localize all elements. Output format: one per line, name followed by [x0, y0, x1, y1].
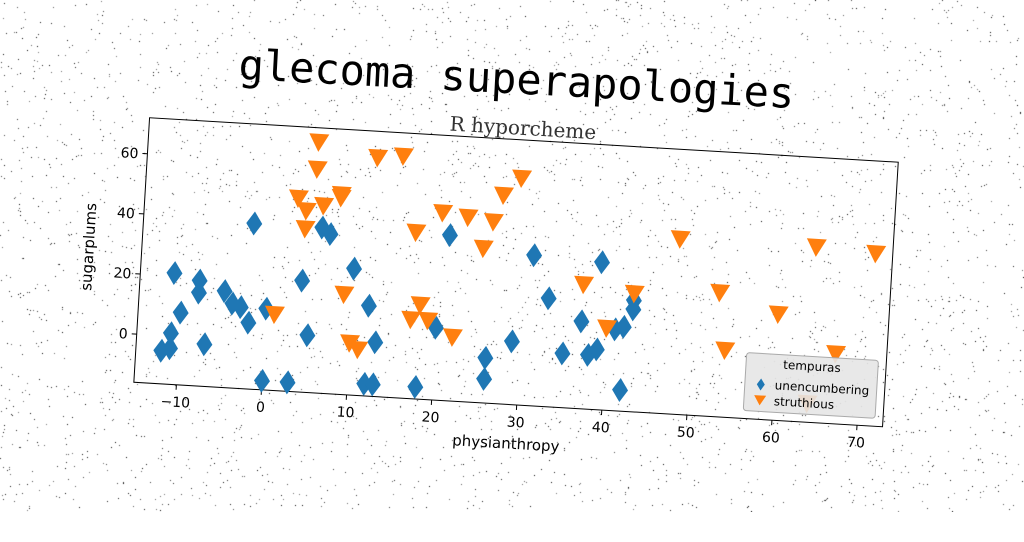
data-point-triangle: [768, 305, 789, 324]
data-point-diamond: [367, 330, 384, 355]
data-point-triangle: [442, 328, 463, 347]
data-point-triangle: [295, 220, 316, 239]
data-point-triangle: [714, 341, 735, 360]
data-point-triangle: [709, 284, 730, 303]
data-point-triangle: [473, 240, 494, 259]
data-point-triangle: [865, 245, 886, 264]
data-point-diamond: [573, 309, 590, 334]
data-point-triangle: [308, 133, 329, 152]
data-point-diamond: [540, 286, 557, 311]
x-tick-label: 0: [255, 400, 265, 417]
x-tick-label: 40: [591, 420, 610, 437]
data-point-diamond: [441, 223, 458, 248]
data-point-triangle: [573, 276, 594, 295]
y-tick-label: 0: [118, 326, 128, 343]
data-point-diamond: [525, 243, 542, 268]
x-tick-label: 60: [761, 430, 780, 447]
data-point-triangle: [367, 149, 388, 168]
data-point-diamond: [293, 268, 310, 293]
data-point-triangle: [296, 202, 317, 221]
y-tick-label: 40: [117, 205, 136, 222]
data-point-diamond: [360, 293, 377, 318]
data-point-diamond: [477, 345, 494, 370]
data-point-triangle: [393, 147, 414, 166]
data-point-triangle: [333, 286, 354, 305]
data-point-triangle: [670, 230, 691, 249]
data-point-triangle: [483, 213, 504, 232]
data-point-diamond: [166, 261, 183, 286]
x-tick-label: 50: [676, 425, 695, 442]
data-point-triangle: [511, 169, 532, 188]
data-point-diamond: [503, 329, 520, 354]
data-point-diamond: [196, 332, 213, 357]
data-point-triangle: [493, 186, 514, 205]
data-point-triangle: [405, 224, 426, 243]
x-tick-label: 20: [421, 409, 440, 426]
data-point-triangle: [458, 209, 479, 228]
y-tick-label: 20: [113, 265, 132, 282]
data-point-diamond: [593, 250, 610, 275]
data-point-diamond: [172, 300, 189, 325]
data-point-diamond: [162, 321, 179, 346]
x-axis-label: physianthropy: [452, 431, 560, 455]
data-point-diamond: [407, 374, 424, 399]
data-point-triangle: [307, 160, 328, 179]
x-tick-label: 30: [506, 414, 525, 431]
data-point-triangle: [806, 238, 827, 257]
data-point-triangle: [432, 204, 453, 223]
x-tick-label: 70: [847, 435, 866, 452]
data-point-diamond: [345, 256, 362, 281]
y-axis-label: sugarplums: [77, 202, 100, 291]
data-point-diamond: [554, 341, 571, 366]
data-point-triangle: [313, 197, 334, 216]
data-point-diamond: [299, 323, 316, 348]
data-point-diamond: [246, 211, 263, 236]
x-tick-label: 10: [336, 404, 355, 421]
data-point-diamond: [611, 378, 628, 403]
y-tick-label: 60: [120, 145, 139, 162]
data-point-diamond: [475, 366, 492, 391]
x-tick-label: −10: [160, 394, 190, 412]
data-point-triangle: [400, 311, 421, 330]
